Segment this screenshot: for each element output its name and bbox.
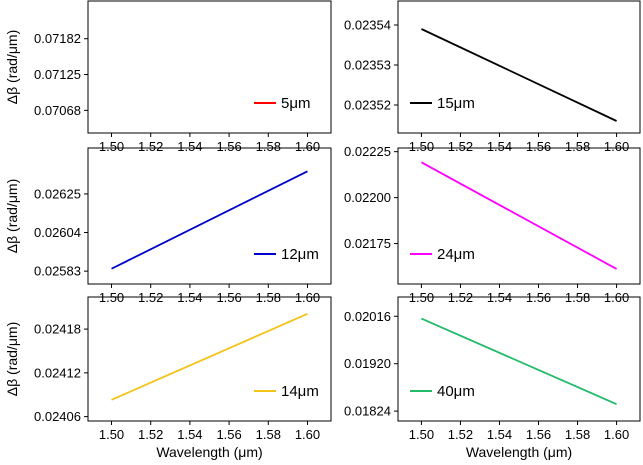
chart-5-y-axis-label: Δβ (rad/μm) <box>4 322 20 396</box>
chart-3: 1.50 1.52 1.54 1.56 1.58 1.600.025830.026040.… <box>4 147 332 305</box>
chart-6-y-tick-label: 0.01920 <box>344 356 391 371</box>
chart-4-y-tick-label: 0.02175 <box>344 236 391 251</box>
chart-5-y-tick-label: 0.02406 <box>34 409 81 424</box>
chart-2-x-tick-label: 1.58 <box>565 139 590 154</box>
chart-2-y-tick-label: 0.02352 <box>344 98 391 113</box>
chart-3-y-tick-label: 0.02604 <box>34 225 81 240</box>
chart-6-x-tick-label: 1.60 <box>604 427 629 442</box>
chart-2-x-tick-label: 1.60 <box>604 139 629 154</box>
chart-1-y-tick-label: 0.07068 <box>34 103 81 118</box>
chart-3-series-line <box>111 170 308 270</box>
chart-1-frame <box>87 0 332 134</box>
chart-1-y-tick-label: 0.07182 <box>34 31 81 46</box>
chart-2-series-line <box>421 28 617 122</box>
chart-5-x-tick-label: 1.54 <box>177 427 202 442</box>
chart-6: 1.50 1.52 1.54 1.56 1.58 1.60 0.01824 0.01920 0.… <box>344 296 641 460</box>
chart-4-series-line <box>420 161 618 270</box>
chart-6-x-axis-label: Wavelength (μm) <box>466 444 572 460</box>
chart-1-x-tick-label: 1.56 <box>216 139 241 154</box>
chart-5: 1.50 1.52 1.54 1.56 1.58 1.60 0.02406 0.02412 0.… <box>4 296 332 460</box>
chart-3-y-axis-label: Δβ (rad/μm) <box>4 179 20 253</box>
chart-5-y-tick-label: 0.02418 <box>34 322 81 337</box>
chart-2-y-tick-label: 0.02353 <box>344 58 391 73</box>
chart-5-series-line <box>111 312 308 401</box>
chart-6-y-tick-label: 0.01824 <box>344 404 391 419</box>
chart-2-legend-label: 15μm <box>437 95 475 112</box>
chart-4: 1.50 1.52 1.54 1.56 1.58 1.600.021750.022000.… <box>344 144 641 305</box>
chart-5-x-tick-label: 1.50 <box>99 427 124 442</box>
chart-6-x-tick-label: 1.50 <box>409 427 434 442</box>
chart-2: 1.50 1.52 1.54 1.56 1.58 1.60 0.02352 0.02353 0.… <box>344 0 641 154</box>
chart-1-x-tick-label: 1.52 <box>138 139 163 154</box>
chart-1: 1.50 1.52 1.54 1.56 1.58 1.60 0.07068 0.07125 0.… <box>4 0 332 154</box>
chart-1-legend-label: 5μm <box>281 95 310 112</box>
chart-2-x-tick-label: 1.52 <box>448 139 473 154</box>
chart-5-x-tick-label: 1.60 <box>295 427 320 442</box>
chart-2-x-tick-label: 1.54 <box>487 139 512 154</box>
chart-6-x-tick-label: 1.54 <box>487 427 512 442</box>
chart-5-x-tick-label: 1.52 <box>138 427 163 442</box>
chart-5-x-tick-label: 1.56 <box>216 427 241 442</box>
chart-3-legend-label: 12μm <box>281 246 319 263</box>
chart-3-y-tick-label: 0.02625 <box>34 186 81 201</box>
chart-1-x-tick-label: 1.54 <box>177 139 202 154</box>
chart-6-series-line <box>421 317 617 405</box>
chart-5-x-axis-label: Wavelength (μm) <box>156 444 262 460</box>
chart-4-y-tick-label: 0.02200 <box>344 190 391 205</box>
chart-6-frame <box>397 296 641 422</box>
chart-6-y-tick-label: 0.02016 <box>344 309 391 324</box>
chart-1-x-tick-label: 1.58 <box>256 139 281 154</box>
chart-1-x-tick-label: 1.60 <box>295 139 320 154</box>
chart-2-x-tick-label: 1.56 <box>526 139 551 154</box>
chart-5-x-tick-label: 1.58 <box>256 427 281 442</box>
chart-2-x-tick-label: 1.50 <box>409 139 434 154</box>
chart-3-y-tick-label: 0.02583 <box>34 264 81 279</box>
chart-1-y-tick-label: 0.07125 <box>34 67 81 82</box>
chart-5-frame <box>87 296 332 422</box>
chart-6-x-tick-label: 1.58 <box>565 427 590 442</box>
chart-4-legend-label: 24μm <box>437 246 475 263</box>
chart-6-x-tick-label: 1.52 <box>448 427 473 442</box>
chart-4-frame <box>397 147 641 285</box>
chart-3-frame <box>87 147 332 285</box>
chart-2-y-tick-label: 0.02354 <box>344 18 391 33</box>
chart-4-y-tick-label: 0.02225 <box>344 144 391 159</box>
chart-1-x-tick-label: 1.50 <box>99 139 124 154</box>
chart-5-y-tick-label: 0.02412 <box>34 365 81 380</box>
chart-1-y-axis-label: Δβ (rad/μm) <box>4 30 20 104</box>
chart-6-x-tick-label: 1.56 <box>526 427 551 442</box>
chart-2-frame <box>397 0 641 134</box>
chart-6-legend-label: 40μm <box>437 383 475 400</box>
chart-5-legend-label: 14μm <box>281 383 319 400</box>
